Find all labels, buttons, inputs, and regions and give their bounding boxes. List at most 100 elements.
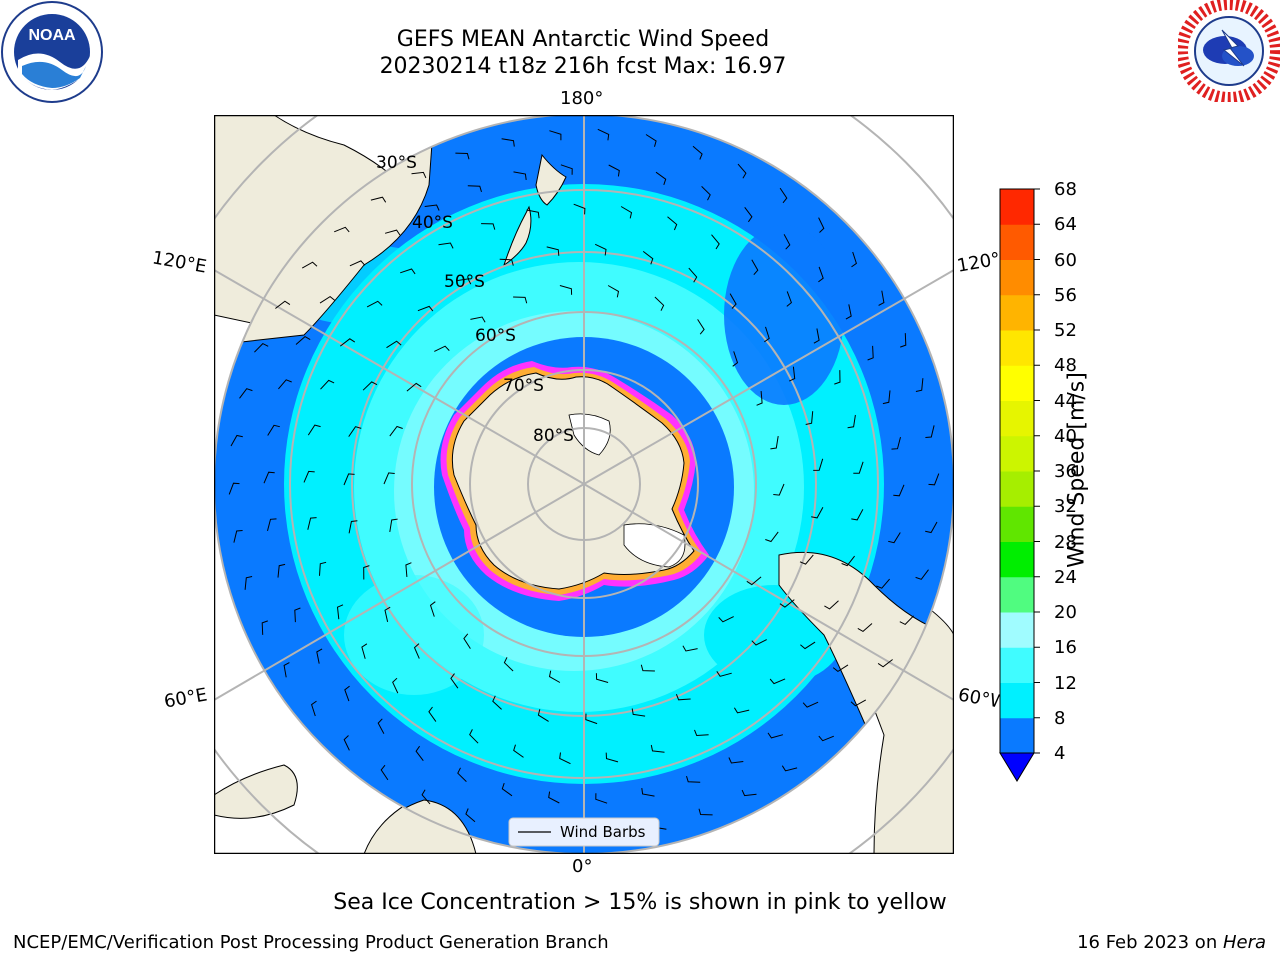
footer-date-text: 16 Feb 2023 on <box>1077 932 1223 953</box>
wind-barb <box>362 381 378 391</box>
wind-barb <box>559 752 571 765</box>
wind-barb <box>698 808 713 816</box>
noaa-logo: NOAA <box>0 0 104 104</box>
wind-barb <box>655 171 667 186</box>
colorbar-segment <box>1000 682 1034 719</box>
wind-barb <box>417 305 434 312</box>
lat-label-60s: 60°S <box>475 326 516 346</box>
wind-barb <box>465 808 476 823</box>
wind-barb <box>899 615 914 626</box>
wind-barb <box>697 319 705 335</box>
wind-barb <box>692 145 703 160</box>
lon-label-lower-right: 60°W <box>956 684 1002 713</box>
colorbar-tick-label: 60 <box>1054 249 1077 271</box>
wind-barb <box>877 659 893 668</box>
wind-barb <box>406 382 422 392</box>
wind-barb <box>339 338 356 347</box>
colorbar-label: Wind Speed [m/s] <box>1064 372 1090 568</box>
noaa-logo-text: NOAA <box>28 27 76 44</box>
wind-barb <box>294 607 301 623</box>
wind-barb <box>513 296 528 304</box>
wind-barb <box>728 757 744 764</box>
wind-barb <box>254 342 269 353</box>
wind-barb <box>832 664 849 673</box>
wind-barb <box>642 251 654 265</box>
colorbar-tick-label: 36 <box>1054 461 1077 482</box>
colorbar-segment <box>1000 435 1034 472</box>
colorbar-tick-label: 68 <box>1054 179 1077 200</box>
wind-barb <box>786 291 792 307</box>
colorbar-tick-label: 20 <box>1054 602 1077 623</box>
colorbar-segment <box>1000 647 1034 683</box>
wind-barb <box>429 601 436 617</box>
wind-barb <box>851 509 864 521</box>
lon-label-upper-right: 120°W <box>955 248 1005 277</box>
wind-barb <box>456 278 472 285</box>
colorbar-tick-label: 4 <box>1054 743 1066 764</box>
wind-barb <box>261 620 268 635</box>
wind-barb <box>773 483 785 496</box>
wind-barb <box>818 735 834 742</box>
wind-barb <box>620 206 633 219</box>
wind-barb <box>363 565 370 580</box>
wind-barb <box>800 641 816 650</box>
wind-barb <box>779 187 788 204</box>
wind-barb <box>307 517 317 530</box>
colorbar-tick-label: 40 <box>1054 425 1077 447</box>
colorbar-tick-label: 44 <box>1054 390 1077 412</box>
wind-barb <box>925 521 938 534</box>
wind-barb <box>455 152 470 160</box>
colorbar-segment <box>1000 506 1034 542</box>
colorbar-tick-label: 52 <box>1054 320 1077 341</box>
wind-barb <box>682 645 698 652</box>
wind-barb <box>641 788 655 797</box>
wind-barb <box>631 708 646 717</box>
colorbar-tick-label: 28 <box>1054 531 1077 553</box>
wind-barb <box>392 677 399 694</box>
wind-barb <box>813 328 820 344</box>
legend-label: Wind Barbs <box>560 823 646 841</box>
wind-barb <box>667 216 678 231</box>
wind-barb <box>457 767 467 782</box>
wind-barb <box>463 633 471 649</box>
wind-barb <box>319 295 336 304</box>
wind-barb <box>694 729 709 737</box>
lat-label-40s: 40°S <box>412 213 453 233</box>
wind-barb <box>818 266 824 283</box>
wind-barb <box>732 351 739 367</box>
colorbar-tick-label: 24 <box>1054 566 1077 588</box>
wind-barb <box>380 764 389 781</box>
wind-barb <box>882 390 891 405</box>
wind-barb <box>781 765 798 772</box>
wind-barb <box>607 285 620 298</box>
wind-barb <box>595 673 609 683</box>
wind-barb <box>729 293 737 309</box>
wind-barb <box>320 379 335 390</box>
wind-barb <box>645 134 657 147</box>
wind-barb <box>349 260 366 267</box>
wind-barb <box>411 171 427 179</box>
wind-barb <box>383 472 395 485</box>
sea-ice-note: Sea Ice Concentration > 15% is shown in … <box>333 890 947 915</box>
lat-label-80s: 80°S <box>533 426 574 446</box>
colorbar-tick-label: 8 <box>1054 707 1066 729</box>
wind-barb <box>405 562 412 577</box>
wind-barb <box>573 203 586 215</box>
title-line-2: 20230214 t18z 216h fcst Max: 16.97 <box>379 54 787 79</box>
wind-barb <box>765 531 779 543</box>
wind-barb <box>813 458 824 471</box>
polar-map: 30°S 40°S 50°S 60°S 70°S 80°S Wind Barbs <box>214 115 954 854</box>
wind-barb <box>595 793 608 804</box>
wind-barb <box>361 643 368 659</box>
graticule <box>214 115 954 854</box>
wind-barb <box>686 775 701 783</box>
wind-barb <box>585 713 598 725</box>
wind-barb <box>737 163 747 179</box>
wind-barb <box>277 563 286 578</box>
wind-barb <box>386 340 402 349</box>
wind-barb <box>549 130 562 141</box>
wind-barb <box>389 425 403 437</box>
wind-barb <box>499 258 514 266</box>
wind-barb <box>888 532 901 544</box>
land-new-zealand-south <box>503 205 532 267</box>
